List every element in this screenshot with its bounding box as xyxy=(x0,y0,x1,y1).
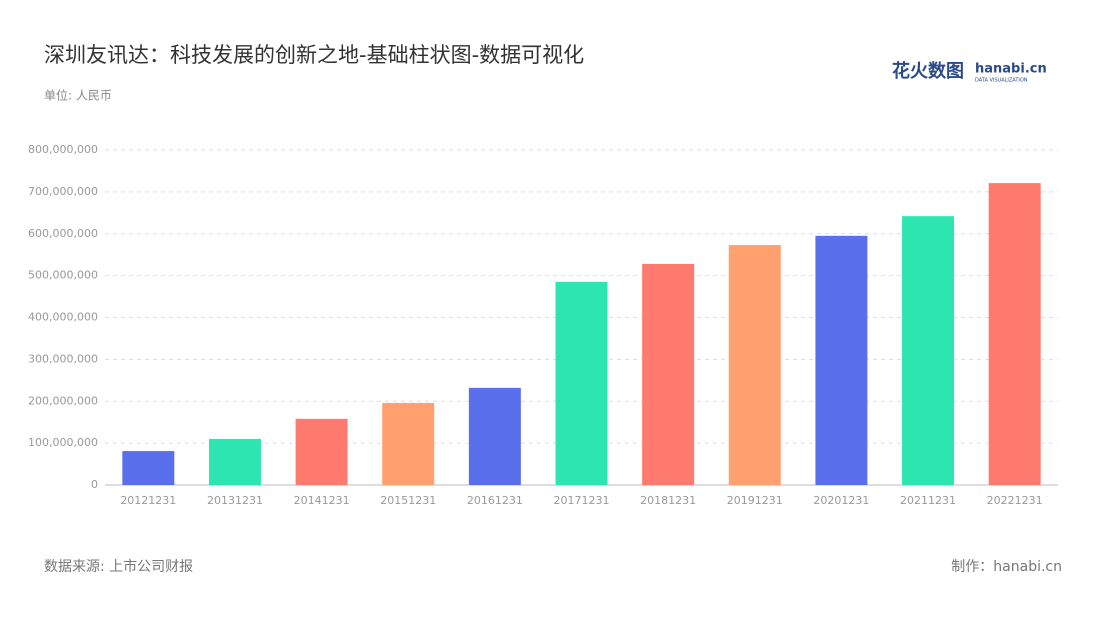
x-tick-label: 20201231 xyxy=(813,494,869,507)
y-tick-label: 0 xyxy=(91,478,98,491)
x-tick-label: 20221231 xyxy=(987,494,1043,507)
bar xyxy=(382,402,435,485)
logo-tagline: DATA VISUALIZATION xyxy=(975,78,1028,84)
x-tick-label: 20191231 xyxy=(727,494,783,507)
x-tick-label: 20161231 xyxy=(467,494,523,507)
credit: 制作：hanabi.cn xyxy=(951,559,1062,575)
y-tick-label: 600,000,000 xyxy=(28,227,98,240)
x-tick-label: 20181231 xyxy=(640,494,696,507)
bar xyxy=(988,183,1041,486)
logo-site: hanabi.cn xyxy=(975,62,1047,77)
bar xyxy=(295,418,348,485)
source: 数据来源: 上市公司财报 xyxy=(44,558,193,575)
y-tick-label: 700,000,000 xyxy=(28,185,98,198)
bar xyxy=(555,281,608,485)
bar xyxy=(815,235,868,485)
x-tick-label: 20121231 xyxy=(120,494,176,507)
y-tick-label: 500,000,000 xyxy=(28,269,98,282)
x-tick-label: 20131231 xyxy=(207,494,263,507)
y-tick-label: 800,000,000 xyxy=(28,143,98,156)
logo-name: 花火数图 xyxy=(892,60,964,82)
bar xyxy=(122,451,175,485)
x-tick-label: 20211231 xyxy=(900,494,956,507)
bar xyxy=(728,245,781,485)
bar xyxy=(468,387,521,485)
x-tick-label: 20171231 xyxy=(554,494,610,507)
y-tick-label: 200,000,000 xyxy=(28,394,98,407)
y-tick-label: 400,000,000 xyxy=(28,311,98,324)
chart-title: 深圳友讯达：科技发展的创新之地-基础柱状图-数据可视化 xyxy=(44,43,584,67)
x-tick-label: 20151231 xyxy=(380,494,436,507)
y-tick-label: 300,000,000 xyxy=(28,352,98,365)
bar xyxy=(642,263,695,485)
bar xyxy=(208,438,261,485)
y-tick-label: 100,000,000 xyxy=(28,436,98,449)
bar xyxy=(902,216,955,485)
chart-subtitle: 单位: 人民币 xyxy=(44,88,112,103)
x-tick-label: 20141231 xyxy=(294,494,350,507)
